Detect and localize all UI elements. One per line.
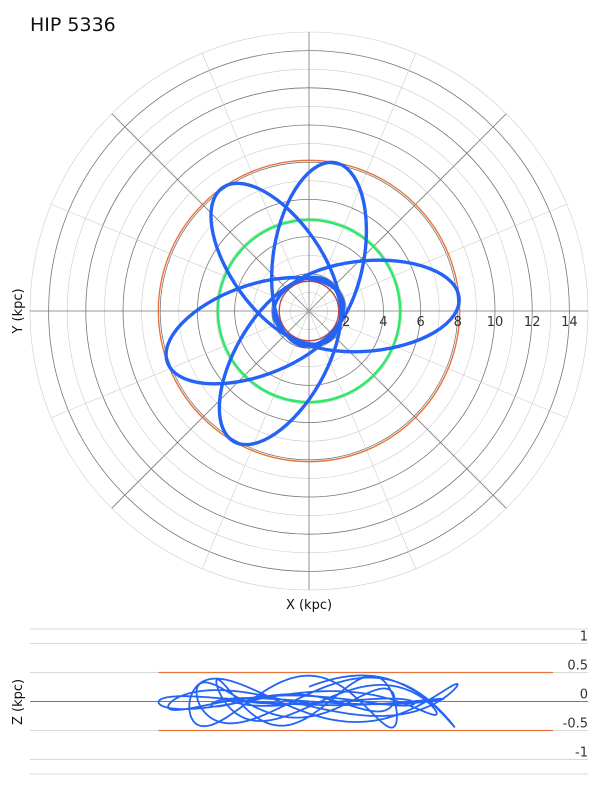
z-tick-label: 1 bbox=[580, 630, 588, 645]
grid-spoke bbox=[111, 310, 310, 509]
grid-spoke bbox=[308, 113, 507, 312]
z-tick-label: -1 bbox=[575, 746, 588, 761]
polar-plot: 2 4 6 8 10 12 14 bbox=[29, 31, 589, 591]
orbit-petal bbox=[217, 275, 343, 447]
radial-tick-label: 12 bbox=[524, 315, 541, 330]
z-plot: 1 0.5 0 -0.5 -1 bbox=[30, 628, 588, 775]
z-orbit-path bbox=[157, 674, 459, 729]
grid-spoke bbox=[201, 53, 310, 312]
chart-title: HIP 5336 bbox=[30, 14, 116, 36]
inner-reference-circle bbox=[278, 280, 340, 342]
orbit-petal bbox=[269, 160, 369, 348]
x-axis-label: X (kpc) bbox=[286, 598, 332, 613]
y-axis-label: Y (kpc) bbox=[11, 288, 26, 334]
radial-tick-label: 10 bbox=[487, 315, 504, 330]
grid-spoke bbox=[308, 310, 507, 509]
z-tick-label: 0.5 bbox=[567, 659, 588, 674]
z-axis-label: Z (kpc) bbox=[11, 679, 26, 725]
grid-spoke bbox=[201, 310, 310, 569]
radial-tick-label: 6 bbox=[416, 315, 424, 330]
grid-spoke bbox=[308, 310, 567, 419]
grid-spoke bbox=[308, 203, 567, 312]
orbit-petal bbox=[164, 275, 346, 386]
radial-tick-label: 14 bbox=[561, 315, 578, 330]
grid-spoke bbox=[51, 203, 310, 312]
grid-spoke bbox=[308, 310, 417, 569]
grid-spoke bbox=[51, 310, 310, 419]
z-tick-label: 0 bbox=[580, 688, 588, 703]
radial-tick-label: 2 bbox=[342, 315, 350, 330]
outer-reference-circle bbox=[157, 159, 461, 463]
radial-tick-label: 4 bbox=[379, 315, 387, 330]
z-tick-label: -0.5 bbox=[563, 717, 588, 732]
radial-tick-label: 8 bbox=[454, 315, 462, 330]
